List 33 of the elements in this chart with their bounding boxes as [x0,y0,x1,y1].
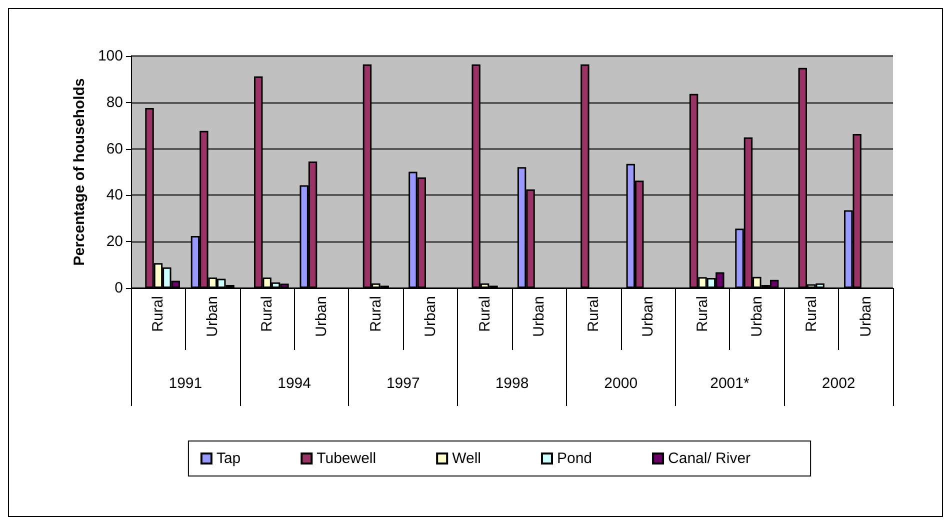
legend-label: Canal/ River [668,450,751,467]
x-tick-label: Rural [258,296,276,332]
text: 1997 [386,375,420,392]
x-tick-label: Rural [585,296,602,332]
x-tick-label: Rural [150,296,167,332]
x-tick-label: Rural [694,296,711,332]
x-tick-label: Urban [530,296,548,337]
y-tick-label: 0 [114,280,123,296]
text: 2002 [822,375,856,392]
text: 1998 [495,375,529,392]
x-tick-label: Urban [204,296,222,337]
x-tick-label: Urban [857,296,874,337]
y-axis-title: Percentage of households [71,78,88,266]
y-tick-label: 40 [106,186,123,204]
legend-label: Tubewell [316,450,376,467]
x-tick-label: Urban [640,296,657,337]
legend-label: Pond [556,450,592,467]
y-tick-label: 60 [106,140,123,158]
x-tick-label: Rural [802,296,820,332]
text: 1991 [168,375,202,392]
legend-label: Well [452,450,482,467]
x-tick-label: Rural [367,296,384,332]
y-tick-label: 80 [106,94,123,111]
x-tick-label: Urban [422,296,439,337]
x-tick-label: Urban [313,296,330,337]
text: 2001* [710,375,750,392]
text: 2000 [604,375,638,392]
x-tick-label: Rural [476,296,494,332]
legend-label: Tap [216,450,241,467]
y-tick-label: 20 [106,233,123,250]
y-tick-label: 100 [98,48,123,64]
x-tick-label: Urban [748,296,766,337]
text: 1994 [278,375,311,392]
